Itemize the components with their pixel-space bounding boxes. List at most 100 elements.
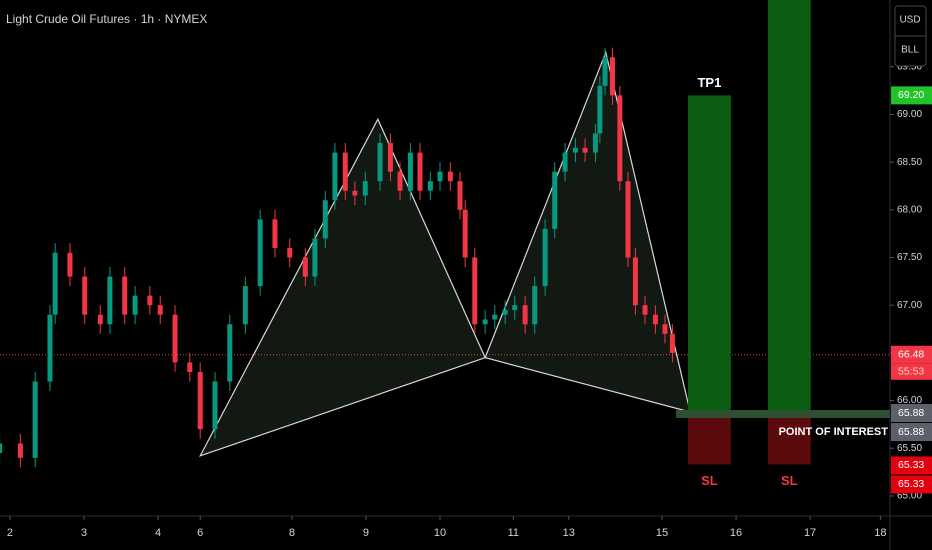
candle-body (32, 381, 38, 458)
candle-body (592, 133, 598, 153)
candle-body (227, 324, 233, 382)
candle-body (212, 381, 218, 430)
candle-body (387, 143, 393, 172)
candle-body (82, 276, 88, 315)
target-badge (891, 86, 932, 105)
candle-body (427, 181, 433, 191)
candle-body (352, 190, 358, 196)
stop-badge-text: 65.33 (898, 478, 924, 490)
y-tick-label: 67.50 (897, 252, 922, 263)
candle-body (67, 252, 73, 277)
candle-body (52, 252, 58, 315)
y-tick-label: 67.00 (897, 300, 922, 311)
candle-body (257, 219, 263, 287)
countdown-text: 55:53 (898, 366, 924, 378)
y-tick-label: 69.50 (897, 61, 922, 72)
candle-body (572, 147, 578, 153)
x-tick-label: 18 (874, 527, 886, 539)
candle-body (662, 324, 668, 334)
x-tick-label: 13 (563, 527, 575, 539)
x-tick-label: 6 (197, 527, 203, 539)
x-tick-label: 9 (363, 527, 369, 539)
x-tick-label: 2 (7, 527, 13, 539)
y-tick-label: 68.50 (897, 157, 922, 168)
candle-body (97, 314, 103, 325)
candle-body (302, 257, 308, 277)
candle-body (437, 171, 443, 182)
candle-body (447, 171, 453, 182)
candle-body (417, 152, 423, 191)
y-tick-label: 66.00 (897, 395, 922, 406)
candle-body (242, 286, 248, 325)
candle-body (642, 305, 648, 315)
candle-body (407, 152, 413, 191)
candle-body (522, 305, 528, 325)
candle-body (172, 314, 178, 363)
entry-badge-text: 65.88 (898, 426, 924, 438)
chart-title: Light Crude Oil Futures · 1h · NYMEX (6, 12, 207, 26)
candle-body (397, 171, 403, 191)
candle-body (502, 309, 508, 315)
poi-label: POINT OF INTEREST (779, 426, 889, 438)
stop-badge (891, 475, 932, 494)
candle-body (132, 295, 138, 315)
x-tick-label: 15 (656, 527, 668, 539)
stop-label: SL (781, 473, 798, 488)
stop-label: SL (701, 473, 718, 488)
candle-body (0, 443, 3, 454)
stop-badge-text: 65.33 (898, 459, 924, 471)
candle-body (377, 143, 383, 182)
candle-body (462, 209, 468, 258)
candle-body (617, 95, 623, 182)
stop-zone (687, 412, 731, 465)
harmonic-pattern (198, 117, 486, 457)
entry-badge (891, 404, 932, 422)
candle-body (669, 333, 675, 353)
unit: BLL (901, 45, 919, 56)
currency: USD (899, 15, 920, 26)
candle-body (492, 314, 498, 320)
target-label: TP1 (697, 75, 721, 90)
candle-body (312, 238, 318, 277)
candle-body (187, 362, 193, 372)
candle-body (457, 181, 463, 210)
candle-body (122, 276, 128, 315)
x-tick-label: 11 (508, 527, 519, 539)
candle-body (532, 286, 538, 325)
y-tick-label: 69.00 (897, 109, 922, 120)
candle-body (17, 443, 23, 458)
candle-body (322, 200, 328, 239)
plot: TP1 SL SL POINT OF INTEREST (0, 0, 890, 488)
candle-body (512, 305, 518, 310)
x-tick-label: 3 (81, 527, 87, 539)
price-badge-text: 66.48 (898, 349, 924, 361)
stop-zone (767, 412, 811, 465)
overlay: 65.0065.5066.0066.5067.0067.5068.0068.50… (7, 61, 932, 539)
candle-body (107, 276, 113, 325)
candle-body (332, 152, 338, 201)
entry-badge (891, 423, 932, 441)
y-tick-label: 68.00 (897, 204, 922, 215)
stop-badge (891, 456, 932, 475)
candle-body (482, 319, 488, 325)
candle-body (342, 152, 348, 191)
candle-body (552, 171, 558, 229)
candle-body (602, 57, 608, 86)
candle-body (542, 228, 548, 287)
target-zone (687, 95, 731, 413)
price-badge (891, 345, 932, 364)
candle-body (597, 85, 603, 134)
x-tick-label: 8 (289, 527, 295, 539)
candle-body (47, 314, 53, 382)
y-tick-label: 65.50 (897, 443, 922, 454)
candle-body (652, 314, 658, 325)
candle-body (472, 257, 478, 325)
entry-badge-text: 65.88 (898, 407, 924, 419)
candle-body (287, 247, 293, 258)
x-tick-label: 4 (155, 527, 161, 539)
candle-body (632, 257, 638, 306)
candle-body (609, 57, 615, 96)
y-tick-label: 65.00 (897, 491, 922, 502)
